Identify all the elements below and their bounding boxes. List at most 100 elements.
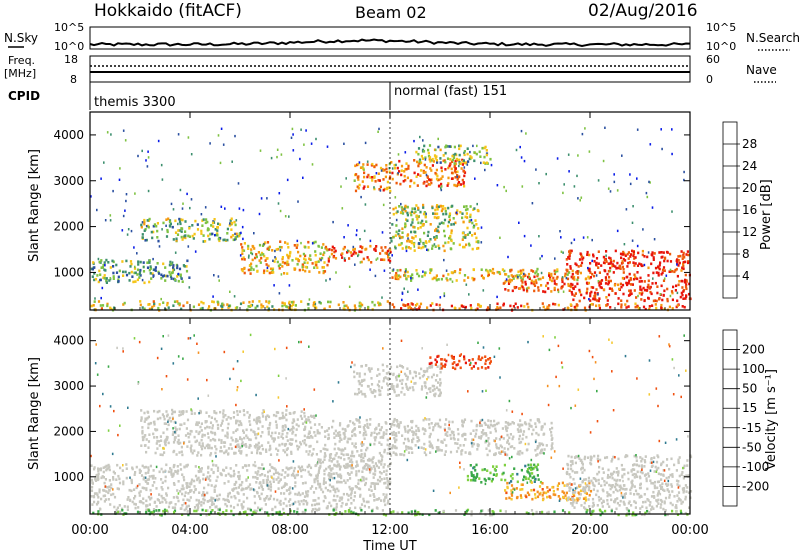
power-cell	[105, 279, 108, 283]
velocity-cell	[443, 427, 446, 431]
power-cell	[561, 276, 564, 279]
power-cell	[606, 299, 609, 302]
velocity-cell	[369, 388, 372, 391]
velocity-cell	[337, 434, 340, 437]
velocity-cell	[250, 451, 253, 454]
power-cell	[90, 195, 92, 198]
velocity-cell	[351, 434, 354, 438]
velocity-cell	[414, 444, 417, 447]
power-cell	[342, 247, 345, 251]
velocity-cell	[373, 487, 377, 490]
power-cell	[436, 208, 439, 211]
power-cell	[622, 250, 625, 254]
velocity-cell	[226, 495, 230, 498]
velocity-cell	[294, 500, 297, 504]
velocity-cell	[303, 441, 306, 445]
power-cell	[369, 244, 372, 248]
power-cell	[141, 149, 143, 153]
velocity-cell	[183, 465, 186, 469]
freq-left-tick-bottom: 8	[70, 73, 77, 86]
power-cell	[556, 275, 559, 279]
power-cell	[178, 220, 182, 224]
power-cell	[99, 278, 101, 282]
power-cell	[154, 269, 157, 272]
velocity-cell	[655, 468, 658, 471]
power-cell	[122, 129, 125, 132]
power-cell	[164, 279, 167, 282]
velocity-cell	[542, 491, 545, 495]
power-cell	[125, 259, 128, 263]
power-cell	[534, 279, 537, 282]
power-cell	[179, 222, 182, 226]
power-cell	[655, 299, 658, 303]
power-cell	[392, 207, 395, 211]
velocity-cell	[383, 377, 386, 380]
power-cell	[524, 283, 527, 286]
power-cell	[576, 270, 579, 273]
velocity-cell	[305, 443, 308, 447]
power-cell	[636, 264, 640, 267]
velocity-cell	[506, 421, 509, 425]
velocity-cell	[277, 487, 280, 490]
power-cell	[430, 169, 433, 172]
velocity-cell	[212, 437, 215, 441]
power-cell	[192, 305, 195, 309]
velocity-cell	[144, 444, 147, 447]
power-cell	[340, 185, 342, 188]
velocity-cell	[321, 490, 325, 494]
power-cell	[176, 266, 179, 270]
velocity-cell	[508, 496, 511, 500]
velocity-cell	[571, 495, 574, 499]
velocity-cell	[261, 488, 264, 491]
power-cell	[435, 177, 439, 181]
power-cell	[571, 269, 574, 273]
power-cell	[618, 265, 621, 268]
velocity-cell	[175, 453, 178, 456]
velocity-cell	[277, 481, 280, 484]
velocity-cell	[201, 435, 204, 438]
velocity-cell	[249, 444, 252, 448]
velocity-cell	[435, 360, 438, 364]
power-cell	[421, 157, 424, 160]
power-cell	[272, 271, 275, 274]
velocity-cell	[165, 501, 168, 504]
velocity-cell	[219, 446, 222, 449]
velocity-cell	[165, 494, 168, 497]
power-cell	[369, 268, 371, 271]
velocity-cell	[484, 367, 487, 370]
power-cell	[459, 144, 462, 148]
power-cell	[392, 212, 395, 216]
velocity-cell	[344, 436, 347, 439]
velocity-cell	[328, 501, 331, 505]
power-cell	[438, 247, 441, 250]
power-cell	[412, 225, 415, 229]
velocity-cell	[416, 440, 419, 443]
power-cell	[185, 265, 188, 268]
velocity-cell	[434, 422, 437, 426]
power-cell	[609, 257, 612, 260]
power-cell	[609, 259, 612, 262]
power-cell	[307, 307, 310, 310]
power-cell	[445, 269, 448, 272]
power-cell	[412, 237, 415, 240]
velocity-cell	[624, 492, 627, 495]
power-cell	[122, 303, 125, 306]
power-cell	[260, 197, 263, 200]
velocity-cell	[360, 365, 363, 368]
power-cell	[655, 271, 658, 274]
power-cell	[626, 299, 629, 303]
power-cell	[425, 220, 428, 223]
power-cell	[492, 272, 496, 275]
velocity-cell	[186, 418, 190, 422]
velocity-cell	[164, 498, 167, 502]
power-cell	[391, 167, 394, 170]
velocity-cell	[458, 354, 462, 357]
power-cell	[401, 292, 404, 295]
velocity-cell	[530, 489, 533, 492]
power-cell	[452, 153, 455, 157]
power-cell	[504, 273, 507, 276]
velocity-cell	[327, 433, 330, 436]
power-cell	[480, 274, 483, 278]
power-cell	[429, 304, 432, 307]
velocity-cell	[537, 433, 540, 437]
